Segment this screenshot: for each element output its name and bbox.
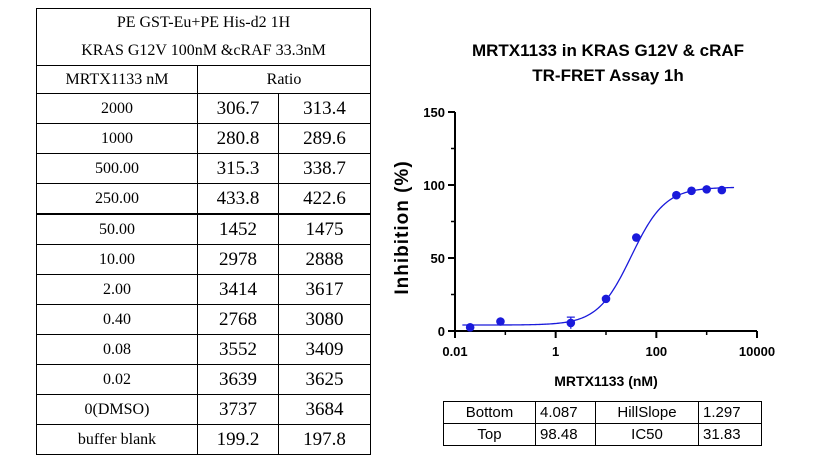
fit-row-1: Bottom 4.087 HillSlope 1.297	[443, 401, 762, 424]
bottom-value: 4.087	[535, 401, 596, 424]
ratio-cell-2: 3625	[278, 364, 371, 395]
data-point	[717, 185, 727, 195]
y-tick-label: 150	[423, 105, 445, 120]
chart-title-line1: MRTX1133 in KRAS G12V & cRAF	[471, 41, 745, 60]
top-label: Top	[443, 423, 536, 446]
data-point	[566, 318, 576, 328]
table-row: 50.00 1452 1475	[36, 213, 371, 245]
ratio-cell-1: 2978	[197, 244, 279, 275]
table-row: 250.00 433.8 422.6	[36, 183, 371, 215]
ratio-cell-2: 3617	[278, 274, 371, 305]
column-header-concentration: MRTX1133 nM	[36, 65, 198, 94]
x-axis-label: MRTX1133 (nM)	[554, 373, 657, 389]
conc-cell: buffer blank	[36, 424, 198, 455]
data-points-layer	[465, 185, 727, 332]
table-row: 0.40 2768 3080	[36, 304, 371, 335]
table-row: 10.00 2978 2888	[36, 244, 371, 275]
table-row: 2.00 3414 3617	[36, 274, 371, 305]
data-point	[687, 186, 696, 196]
conc-cell: 10.00	[36, 244, 198, 275]
table-row: 0.02 3639 3625	[36, 364, 371, 395]
y-tick-label: 100	[423, 178, 445, 193]
table-row: 0(DMSO) 3737 3684	[36, 394, 371, 425]
hillslope-label: HillSlope	[595, 401, 699, 424]
ratio-cell-1: 2768	[197, 304, 279, 335]
x-tick-label: 10000	[739, 344, 775, 359]
conc-cell: 2.00	[36, 274, 198, 305]
fit-row-2: Top 98.48 IC50 31.83	[443, 423, 762, 446]
table-row: buffer blank 199.2 197.8	[36, 424, 371, 455]
ratio-cell-2: 3684	[278, 394, 371, 425]
ratio-cell-1: 433.8	[197, 183, 279, 215]
table-row: 1000 280.8 289.6	[36, 123, 371, 154]
conc-cell: 0.40	[36, 304, 198, 335]
table-row: 500.00 315.3 338.7	[36, 153, 371, 184]
bottom-label: Bottom	[443, 401, 536, 424]
chart-axes: 0 50 100 150 0.01 1 100 10000	[423, 105, 775, 359]
x-tick-label: 1	[552, 344, 559, 359]
y-axis-label: Inhibition (%)	[392, 160, 413, 294]
ratio-cell-2: 197.8	[278, 424, 371, 455]
ratio-cell-1: 199.2	[197, 424, 279, 455]
fit-parameters-table: Bottom 4.087 HillSlope 1.297 Top 98.48 I…	[443, 401, 762, 446]
data-point	[632, 233, 641, 242]
table-header-line1: PE GST-Eu+PE His-d2 1H	[36, 8, 371, 36]
conc-cell: 500.00	[36, 153, 198, 184]
x-tick-label: 100	[645, 344, 667, 359]
ratio-cell-1: 315.3	[197, 153, 279, 184]
ratio-cell-1: 3737	[197, 394, 279, 425]
data-point	[601, 294, 611, 304]
ic50-label: IC50	[595, 423, 699, 446]
ratio-cell-2: 313.4	[278, 93, 371, 124]
data-point	[702, 185, 711, 194]
data-point	[496, 317, 505, 326]
conc-cell: 0(DMSO)	[36, 394, 198, 425]
conc-cell: 2000	[36, 93, 198, 124]
ratio-cell-2: 2888	[278, 244, 371, 275]
table-row: 2000 306.7 313.4	[36, 93, 371, 124]
ic50-value: 31.83	[698, 423, 762, 446]
ratio-cell-2: 289.6	[278, 123, 371, 154]
x-tick-label: 0.01	[442, 344, 467, 359]
data-point	[465, 323, 475, 332]
data-point	[672, 190, 681, 200]
y-tick-label: 50	[431, 251, 445, 266]
ratio-cell-1: 280.8	[197, 123, 279, 154]
top-value: 98.48	[535, 423, 596, 446]
fit-curve-layer	[462, 186, 735, 326]
chart-title-line2: TR-FRET Assay 1h	[532, 66, 684, 85]
y-tick-label: 0	[438, 324, 445, 339]
conc-cell: 250.00	[36, 183, 198, 215]
ratio-cell-2: 338.7	[278, 153, 371, 184]
chart-title: MRTX1133 in KRAS G12V & cRAF TR-FRET Ass…	[418, 38, 798, 88]
ratio-cell-2: 422.6	[278, 183, 371, 215]
hillslope-value: 1.297	[698, 401, 762, 424]
ratio-data-table: PE GST-Eu+PE His-d2 1H KRAS G12V 100nM &…	[36, 8, 371, 455]
ratio-cell-1: 1452	[197, 213, 279, 245]
conc-cell: 1000	[36, 123, 198, 154]
fit-curve	[462, 186, 735, 326]
